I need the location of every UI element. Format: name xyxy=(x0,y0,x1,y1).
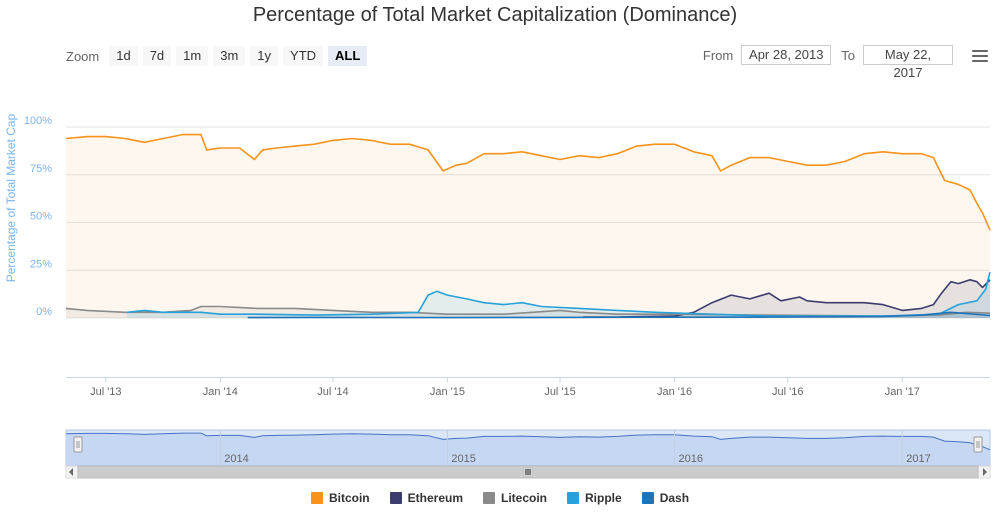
x-tick-label: Jul '16 xyxy=(772,386,803,398)
legend-label: Litecoin xyxy=(501,491,548,505)
from-label: From xyxy=(702,47,734,63)
y-axis-label: Percentage of Total Market Cap xyxy=(4,113,18,282)
scroll-right-arrow-icon[interactable] xyxy=(983,468,987,476)
legend-item-ethereum[interactable]: Ethereum xyxy=(389,491,463,505)
to-label: To xyxy=(841,47,855,63)
navigator-handle-right[interactable] xyxy=(973,436,983,453)
legend-swatch xyxy=(567,492,580,504)
legend: Bitcoin Ethereum Litecoin Ripple Dash xyxy=(0,491,1000,505)
grid-lines xyxy=(66,126,990,319)
series-line-dash[interactable] xyxy=(247,311,991,319)
legend-item-bitcoin[interactable]: Bitcoin xyxy=(310,491,370,505)
navigator-area xyxy=(66,433,990,465)
x-tick-label: Jan '15 xyxy=(430,386,465,398)
x-axis: Jul '13 Jan '14 Jul '14 Jan '15 Jul '15 Jan '… xyxy=(66,377,990,398)
zoom-button-7d[interactable]: 7d xyxy=(142,46,172,66)
navigator-tick-label: 2015 xyxy=(451,453,475,465)
from-date-input[interactable]: Apr 28, 2013 xyxy=(741,45,832,65)
series-area-ripple xyxy=(127,272,990,318)
legend-label: Ripple xyxy=(585,491,622,505)
legend-swatch xyxy=(641,492,654,504)
series-area-bitcoin xyxy=(66,134,990,318)
legend-label: Bitcoin xyxy=(328,491,370,505)
chart-title: Percentage of Total Market Capitalizatio… xyxy=(252,4,738,26)
date-range-selector: From Apr 28, 2013 To May 22, 2017 xyxy=(693,45,953,80)
series-line-bitcoin[interactable] xyxy=(65,133,991,231)
to-date-input[interactable]: May 22, 2017 xyxy=(863,45,953,80)
legend-swatch xyxy=(310,492,323,504)
zoom-button-ytd[interactable]: YTD xyxy=(283,46,324,66)
scroll-left-arrow-icon[interactable] xyxy=(69,468,73,476)
y-tick-label: 25% xyxy=(30,258,52,270)
x-tick-label: Jul '15 xyxy=(544,386,575,398)
series-lines xyxy=(65,133,991,319)
zoom-label: Zoom xyxy=(66,48,100,64)
legend-label: Dash xyxy=(659,491,690,505)
y-tick-label: 0% xyxy=(36,306,52,318)
legend-swatch xyxy=(483,492,495,504)
legend-item-ripple[interactable]: Ripple xyxy=(567,491,622,505)
series-line-ethereum[interactable] xyxy=(583,279,991,318)
x-tick-label: Jan '14 xyxy=(203,386,238,398)
series-areas xyxy=(66,134,990,318)
y-tick-label: 100% xyxy=(24,115,52,127)
navigator-handle-left[interactable] xyxy=(73,436,83,453)
zoom-selector: Zoom 1d 7d 1m 3m 1y YTD ALL xyxy=(66,45,372,67)
zoom-button-1d[interactable]: 1d xyxy=(109,46,138,66)
legend-item-litecoin[interactable]: Litecoin xyxy=(483,491,547,505)
legend-item-dash[interactable]: Dash xyxy=(641,491,690,505)
x-tick-label: Jan '17 xyxy=(885,386,920,398)
x-tick-label: Jan '16 xyxy=(657,386,692,398)
zoom-button-all[interactable]: ALL xyxy=(328,46,368,66)
zoom-button-1y[interactable]: 1y xyxy=(250,46,279,66)
navigator-line xyxy=(65,432,991,451)
legend-swatch xyxy=(389,492,402,504)
navigator-tick-label: 2014 xyxy=(224,453,248,465)
hamburger-menu-icon[interactable] xyxy=(972,50,988,62)
legend-label: Ethereum xyxy=(407,491,463,505)
x-tick-label: Jul '14 xyxy=(317,386,348,398)
y-tick-label: 50% xyxy=(30,211,52,223)
navigator-tick-label: 2017 xyxy=(906,453,930,465)
series-area-ethereum xyxy=(583,279,990,318)
navigator[interactable]: 2014 2015 2016 2017 xyxy=(65,429,991,479)
zoom-button-3m[interactable]: 3m xyxy=(213,46,246,66)
y-tick-label: 75% xyxy=(30,163,52,175)
x-tick-label: Jul '13 xyxy=(90,386,121,398)
navigator-tick-label: 2016 xyxy=(679,453,703,465)
y-axis-ticks: 0% 25% 50% 75% 100% xyxy=(24,115,52,318)
zoom-button-1m[interactable]: 1m xyxy=(176,46,209,66)
